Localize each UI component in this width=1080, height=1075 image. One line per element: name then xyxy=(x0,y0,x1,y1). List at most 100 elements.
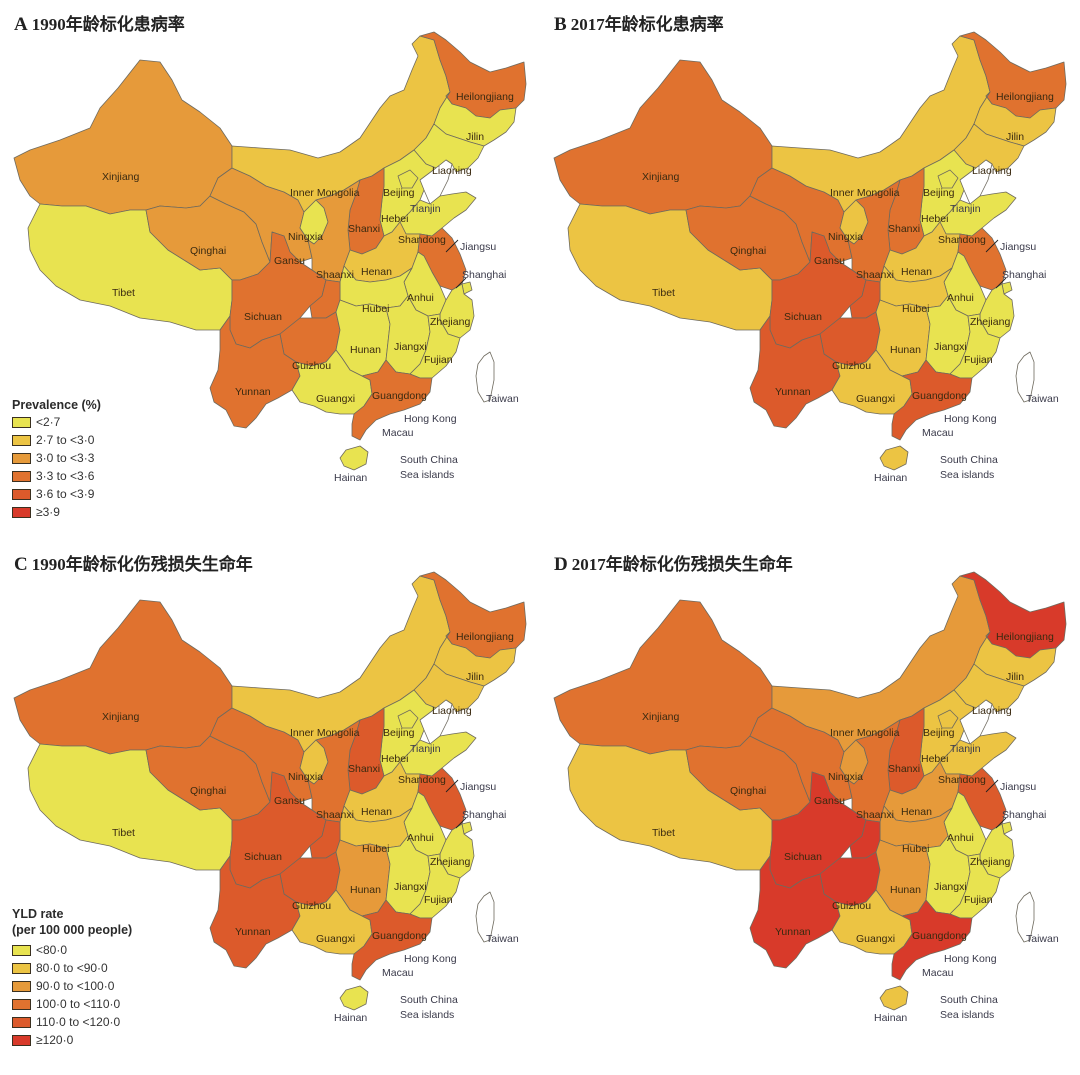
label-yunnan: Yunnan xyxy=(775,386,811,398)
province-taiwan xyxy=(475,891,495,943)
label-gansu: Gansu xyxy=(814,795,845,807)
label-ningxia: Ningxia xyxy=(828,771,863,783)
label-shandong: Shandong xyxy=(398,774,446,786)
legend-label: 110·0 to <120·0 xyxy=(36,1015,121,1029)
label-jiangxi: Jiangxi xyxy=(934,341,967,353)
label-jilin: Jilin xyxy=(1006,671,1024,683)
label-yunnan: Yunnan xyxy=(235,926,271,938)
label-south-china-sea: South China xyxy=(940,454,998,466)
label-anhui: Anhui xyxy=(407,832,434,844)
label-jilin: Jilin xyxy=(466,671,484,683)
label-shaanxi: Shaanxi xyxy=(856,269,894,281)
label-ningxia: Ningxia xyxy=(288,771,323,783)
legend-label: 3·6 to <3·9 xyxy=(36,487,95,501)
label-hunan: Hunan xyxy=(890,344,921,356)
label-shandong: Shandong xyxy=(938,774,986,786)
label-tianjin: Tianjin xyxy=(410,743,441,755)
legend-title-line2: (per 100 000 people) xyxy=(12,923,133,937)
legend-item: ≥3·9 xyxy=(12,503,101,521)
province-fujian xyxy=(949,853,1001,919)
panel-title-text: 2017年龄标化患病率 xyxy=(570,15,724,34)
china-map: Xinjiang Tibet Qinghai Gansu Ningxia Inn… xyxy=(553,31,1067,484)
province-tianjin xyxy=(959,159,993,205)
label-qinghai: Qinghai xyxy=(190,785,226,797)
legend-label: 3·0 to <3·3 xyxy=(36,451,95,465)
label-inner-mongolia: Inner Mongolia xyxy=(290,187,360,199)
label-jiangsu: Jiangsu xyxy=(460,781,496,793)
panel-letter: D xyxy=(554,554,568,575)
label-guangdong: Guangdong xyxy=(912,390,967,402)
legend-swatch xyxy=(12,944,31,956)
panel-title: B 2017年龄标化患病率 xyxy=(554,10,724,36)
shanghai-leader-line xyxy=(995,277,1007,289)
label-taiwan: Taiwan xyxy=(486,393,519,405)
label-jiangsu: Jiangsu xyxy=(460,241,496,253)
jiangsu-leader-line xyxy=(445,239,459,253)
label-guangdong: Guangdong xyxy=(372,930,427,942)
province-tianjin xyxy=(419,699,453,745)
label-guizhou: Guizhou xyxy=(292,900,331,912)
legend-label: 100·0 to <110·0 xyxy=(36,997,121,1011)
label-hebei: Hebei xyxy=(381,213,408,225)
label-hubei: Hubei xyxy=(362,843,389,855)
label-henan: Henan xyxy=(361,266,392,278)
label-heilongjiang: Heilongjiang xyxy=(456,631,514,643)
label-jiangsu: Jiangsu xyxy=(1000,781,1036,793)
label-hebei: Hebei xyxy=(921,213,948,225)
legend-title: Prevalence (%) xyxy=(12,398,101,412)
legend-item: ≥120·0 xyxy=(12,1031,132,1049)
label-sea-islands: Sea islands xyxy=(940,469,994,481)
legend-item: 110·0 to <120·0 xyxy=(12,1013,132,1031)
label-henan: Henan xyxy=(901,806,932,818)
label-tibet: Tibet xyxy=(112,827,135,839)
label-qinghai: Qinghai xyxy=(730,245,766,257)
province-fujian xyxy=(409,313,461,379)
shanghai-leader-line xyxy=(995,817,1007,829)
legend-label: <2·7 xyxy=(36,415,61,429)
label-jiangxi: Jiangxi xyxy=(394,341,427,353)
legend-item: 80·0 to <90·0 xyxy=(12,959,132,977)
legend-swatch xyxy=(12,1034,31,1046)
label-hubei: Hubei xyxy=(902,843,929,855)
label-tianjin: Tianjin xyxy=(410,203,441,215)
label-jilin: Jilin xyxy=(466,131,484,143)
label-sichuan: Sichuan xyxy=(244,851,282,863)
jiangsu-leader-line xyxy=(985,239,999,253)
label-liaoning: Liaoning xyxy=(972,705,1012,717)
label-hong-kong: Hong Kong xyxy=(404,953,457,965)
province-beijing xyxy=(397,709,419,729)
label-beijing: Beijing xyxy=(383,187,415,199)
province-guangdong xyxy=(891,899,973,981)
province-hainan xyxy=(879,445,909,471)
legend-label: 90·0 to <100·0 xyxy=(36,979,115,993)
label-shanghai: Shanghai xyxy=(462,809,506,821)
label-anhui: Anhui xyxy=(407,292,434,304)
label-sichuan: Sichuan xyxy=(784,851,822,863)
province-hainan xyxy=(339,445,369,471)
province-beijing xyxy=(397,169,419,189)
label-yunnan: Yunnan xyxy=(235,386,271,398)
legend-swatch xyxy=(12,980,31,992)
label-hubei: Hubei xyxy=(362,303,389,315)
label-heilongjiang: Heilongjiang xyxy=(996,91,1054,103)
label-guangxi: Guangxi xyxy=(856,933,895,945)
province-guangdong xyxy=(891,359,973,441)
label-tibet: Tibet xyxy=(652,827,675,839)
jiangsu-leader-line xyxy=(985,779,999,793)
label-taiwan: Taiwan xyxy=(1026,933,1059,945)
label-beijing: Beijing xyxy=(383,727,415,739)
panel-title: D 2017年龄标化伤残损失生命年 xyxy=(554,550,793,576)
legend-swatch xyxy=(12,998,31,1010)
label-hunan: Hunan xyxy=(890,884,921,896)
label-shanghai: Shanghai xyxy=(1002,269,1046,281)
label-sea-islands: Sea islands xyxy=(940,1009,994,1021)
label-macau: Macau xyxy=(382,427,414,439)
legend-label: 2·7 to <3·0 xyxy=(36,433,95,447)
label-zhejiang: Zhejiang xyxy=(970,316,1010,328)
label-zhejiang: Zhejiang xyxy=(430,856,470,868)
legend-item: 2·7 to <3·0 xyxy=(12,431,101,449)
province-fujian xyxy=(409,853,461,919)
label-hunan: Hunan xyxy=(350,344,381,356)
label-fujian: Fujian xyxy=(964,354,993,366)
legend-item: 90·0 to <100·0 xyxy=(12,977,132,995)
